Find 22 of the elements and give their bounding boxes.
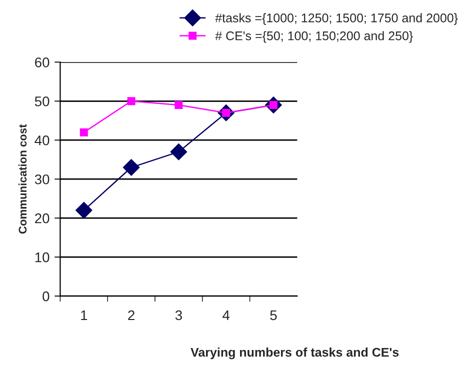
legend-label: # CE's ={50; 100; 150;200 and 250} [215,31,413,43]
x-tick-label: 3 [175,310,182,320]
y-tick-label: 50 [34,96,50,106]
y-axis-title: Communication cost [18,124,27,234]
legend-label: #tasks ={1000; 1250; 1500; 1750 and 2000} [215,13,458,25]
point [127,97,136,106]
y-tick-label: 10 [35,252,50,262]
y-tick-label: 30 [34,174,50,184]
point [122,159,140,176]
y-tick-label: 60 [35,57,50,68]
y-tick-label: 40 [34,135,50,146]
y-tick-label: 20 [35,213,50,224]
x-tick-label: 2 [128,310,134,320]
y-tick-label: 0 [42,291,50,302]
x-axis-title: Varying numbers of tasks and CE's [190,348,399,360]
point [76,202,92,219]
point [80,128,88,136]
x-tick-label: 1 [81,310,88,320]
x-tick-label: 5 [270,310,277,320]
x-tick-label: 4 [222,310,230,320]
point [174,101,183,110]
point [170,143,188,160]
